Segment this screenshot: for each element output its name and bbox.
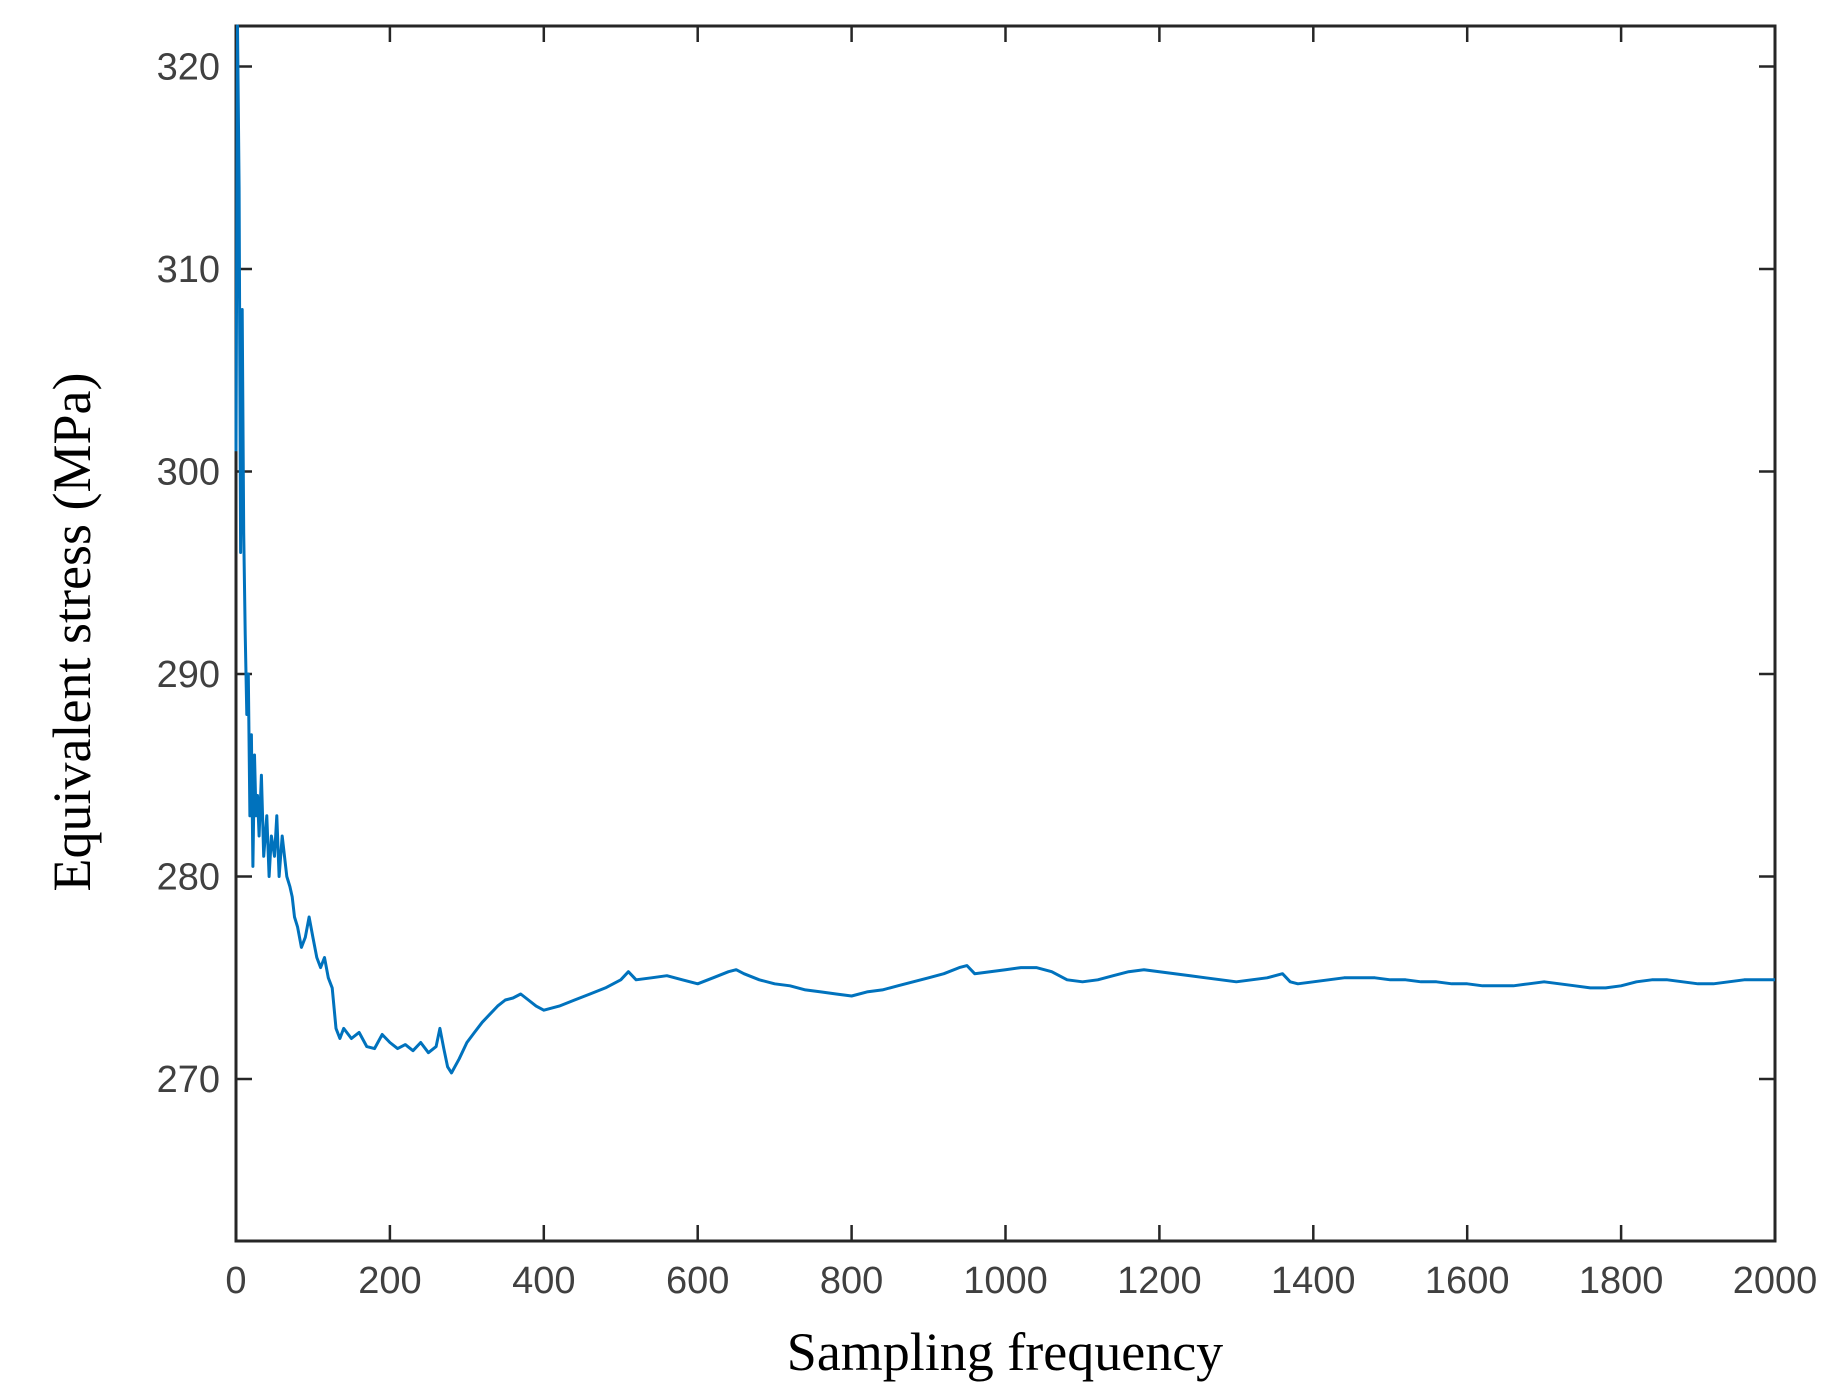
y-tick-label: 300 [157,452,220,494]
y-tick-label: 310 [157,249,220,291]
x-tick-label: 1800 [1579,1260,1664,1302]
y-tick-label: 320 [157,47,220,89]
x-tick-label: 1000 [963,1260,1048,1302]
x-tick-label: 0 [225,1260,246,1302]
x-tick-labels: 0 200 400 600 800 1000 1200 1400 1600 1800 2000 [225,1260,1817,1302]
axis-ticks [234,26,1777,1241]
x-tick-label: 200 [358,1260,421,1302]
y-axis-label: Equivalent stress (MPa) [42,373,102,892]
y-tick-label: 270 [157,1059,220,1101]
x-tick-label: 600 [666,1260,729,1302]
x-axis-label: Sampling frequency [787,1322,1223,1382]
y-tick-labels: 270 280 290 300 310 320 [157,47,220,1102]
x-tick-label: 2000 [1733,1260,1818,1302]
data-line [234,24,1775,1075]
y-tick-label: 290 [157,654,220,696]
y-tick-label: 280 [157,857,220,899]
x-tick-label: 1600 [1425,1260,1510,1302]
x-tick-label: 800 [820,1260,883,1302]
plot-area [234,24,1777,1243]
x-tick-label: 1200 [1117,1260,1202,1302]
x-tick-label: 400 [512,1260,575,1302]
x-tick-label: 1400 [1271,1260,1356,1302]
